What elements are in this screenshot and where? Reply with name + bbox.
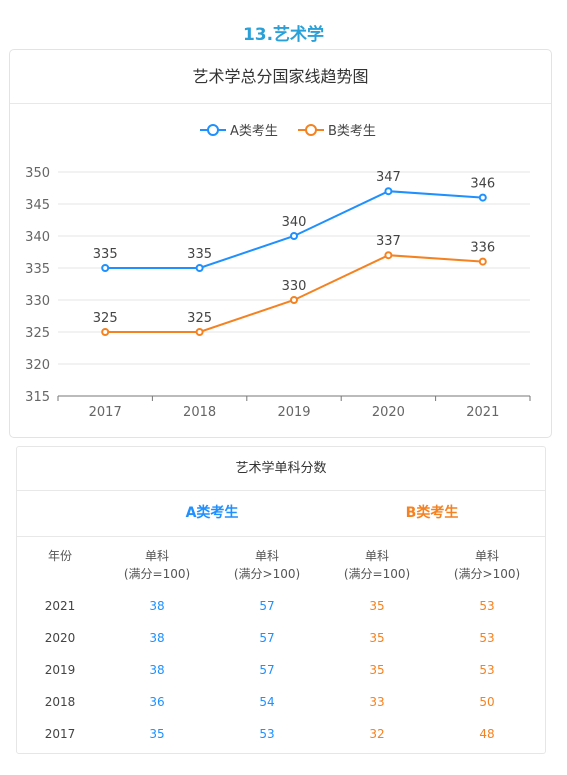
data-label: 340 (282, 215, 307, 230)
column-header-line1: 单科 (254, 549, 279, 563)
data-label: 325 (187, 311, 212, 326)
y-tick-label: 330 (25, 294, 50, 309)
table-cell-score: 35 (149, 727, 165, 741)
data-label: 335 (187, 247, 212, 262)
table-cell-year: 2017 (44, 727, 76, 741)
column-header-line2: (满分>100) (453, 567, 521, 581)
table-cell-score: 38 (149, 599, 165, 613)
table-cell-score: 36 (149, 695, 165, 709)
table-cell-score: 53 (479, 631, 495, 645)
x-tick-label: 2020 (372, 405, 405, 420)
data-point (478, 257, 487, 266)
column-header: 单科 (满分>100) (432, 547, 542, 583)
table-cell-score: 57 (259, 631, 275, 645)
data-point (290, 296, 298, 304)
table-cell-score: 54 (259, 695, 275, 709)
x-tick-label: 2017 (89, 405, 122, 420)
table-cell-score: 53 (479, 663, 495, 677)
y-tick-label: 325 (25, 326, 50, 341)
data-label: 337 (376, 234, 401, 249)
column-header-line1: 单科 (364, 549, 389, 563)
trend-chart-card: 艺术学总分国家线趋势图 315 320 325 330 335 340 345 350 2017… (9, 49, 552, 438)
x-tick-label: 2019 (277, 405, 310, 420)
table-title: 艺术学单科分数 (17, 447, 545, 491)
x-tick-label: 2018 (183, 405, 216, 420)
table-cell-score: 50 (479, 695, 495, 709)
column-header-line2: (满分=100) (123, 567, 191, 581)
legend-label: B类考生 (328, 124, 376, 139)
chart-title: 艺术学总分国家线趋势图 (10, 50, 551, 104)
data-point (101, 328, 110, 336)
column-header-line2: (满分>100) (233, 567, 301, 581)
table-cell-score: 57 (259, 663, 275, 677)
table-cell-year: 2020 (44, 631, 76, 645)
table-cell-score: 35 (369, 631, 385, 645)
column-header-line1: 单科 (144, 549, 169, 563)
y-tick-label: 320 (25, 358, 50, 373)
column-header-line2: (满分=100) (343, 567, 411, 581)
data-label: 347 (376, 170, 401, 185)
single-subject-table: 艺术学单科分数 A类考生 B类考生 年份 单科 (满分=100) 单科 (满分>100)… (16, 446, 546, 754)
table-cell-score: 33 (369, 695, 385, 709)
table-cell-score: 48 (479, 727, 495, 741)
table-cell-score: 38 (149, 663, 165, 677)
table-cell-score: 53 (479, 599, 495, 613)
group-a-header: A类考生 (185, 505, 239, 521)
column-header: 单科 (满分>100) (212, 547, 322, 583)
table-cell-score: 35 (369, 663, 385, 677)
data-point (290, 232, 298, 240)
data-point (101, 264, 110, 272)
data-label: 335 (93, 247, 118, 262)
y-tick-label: 335 (25, 262, 50, 277)
legend-marker (207, 124, 219, 136)
table-cell-score: 32 (369, 727, 385, 741)
data-label: 336 (470, 241, 495, 256)
table-cell-year: 2019 (44, 663, 76, 677)
table-cell-score: 57 (259, 599, 275, 613)
y-tick-label: 345 (25, 198, 50, 213)
table-cell-score: 53 (259, 727, 275, 741)
data-point (384, 187, 393, 196)
table-cell-year: 2018 (44, 695, 76, 709)
table-divider (17, 536, 545, 537)
table-cell-score: 38 (149, 631, 165, 645)
data-label: 330 (282, 279, 307, 294)
column-header-line1: 单科 (474, 549, 499, 563)
data-label: 346 (470, 177, 495, 192)
data-label: 325 (93, 311, 118, 326)
column-header: 单科 (满分=100) (102, 547, 212, 583)
y-tick-label: 350 (25, 166, 50, 181)
data-point (384, 251, 393, 260)
line-chart: 315 320 325 330 335 340 345 350 2017 2018 2019 2020… (25, 124, 531, 420)
legend-marker (305, 124, 317, 136)
year-header: 年份 (47, 549, 72, 563)
data-point (195, 328, 204, 336)
data-point (195, 264, 204, 272)
column-header: 单科 (满分=100) (322, 547, 432, 583)
data-point (478, 193, 487, 202)
x-tick-label: 2021 (466, 405, 499, 420)
table-cell-score: 35 (369, 599, 385, 613)
legend-label: A类考生 (230, 124, 278, 139)
group-b-header: B类考生 (405, 505, 459, 521)
y-tick-label: 340 (25, 230, 50, 245)
y-tick-label: 315 (25, 390, 50, 405)
table-cell-year: 2021 (44, 599, 76, 613)
section-heading: 13.艺术学 (242, 25, 325, 45)
